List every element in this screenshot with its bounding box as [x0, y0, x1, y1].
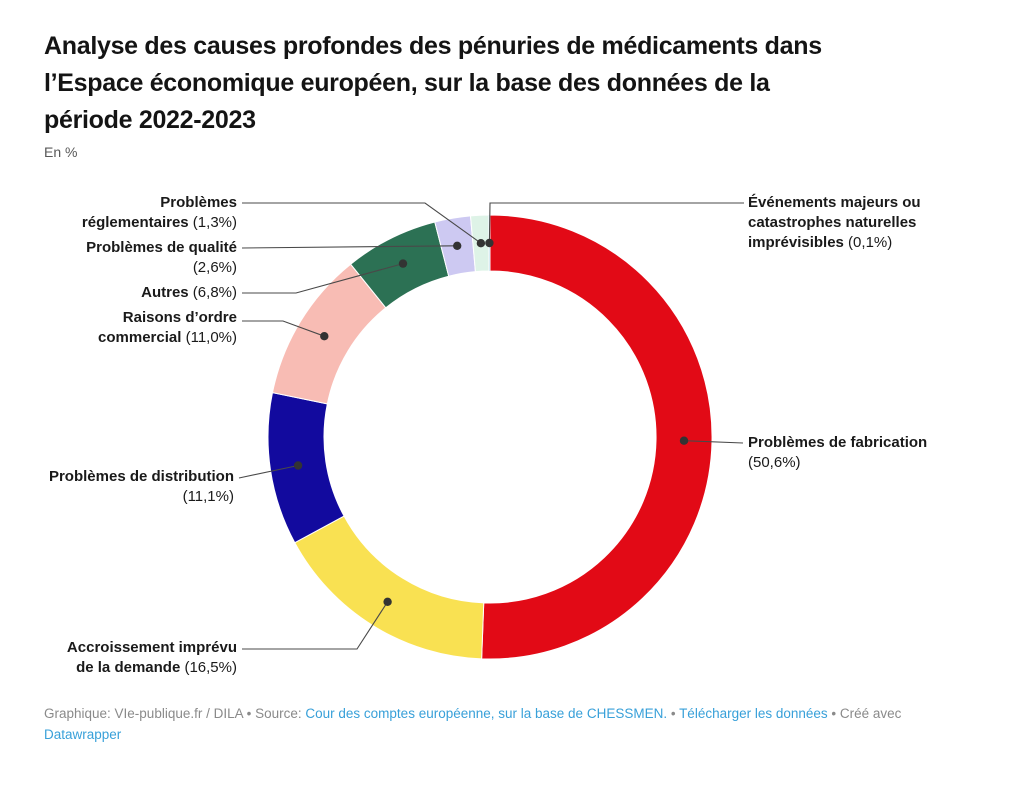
chart-title-line: période 2022-2023 — [44, 106, 256, 134]
leader-dot-commercial — [320, 332, 329, 341]
leader-dot-distribution — [293, 461, 303, 470]
leader-line-demande — [242, 601, 389, 650]
leader-line-fabrication — [683, 440, 744, 444]
download-data-link[interactable]: Télécharger les données — [679, 706, 828, 721]
leader-line-distribution — [238, 464, 299, 479]
datawrapper-link[interactable]: Datawrapper — [44, 727, 122, 742]
segment-label-fabrication: Problèmes de fabrication (50,6%) — [748, 434, 928, 471]
segment-label-autres: Autres (6,8%) — [141, 284, 237, 301]
segment-label-distribution: Problèmes de distribution (11,1%) — [48, 468, 234, 505]
leader-line-autres — [242, 263, 404, 294]
segment-label-demande: Accroissement imprévu de la demande (16,… — [66, 639, 237, 676]
donut-segment-distribution[interactable] — [267, 392, 345, 544]
donut-segment-demande[interactable] — [294, 515, 485, 660]
leader-line-commercial — [242, 320, 325, 337]
segment-label-evenements: Événements majeurs ou catastrophes natur… — [748, 194, 921, 251]
footer-separator: • — [827, 706, 840, 721]
source-link[interactable]: Cour des comptes européenne, sur la base… — [305, 706, 668, 721]
footer-separator: • — [667, 706, 680, 721]
footer-separator: • — [242, 706, 256, 721]
chart-title-line: l’Espace économique européen, sur la bas… — [44, 69, 770, 97]
chart-title-line: Analyse des causes profondes des pénurie… — [44, 32, 822, 60]
leader-dot-reglementaires — [476, 239, 486, 248]
leader-line-qualite — [241, 245, 458, 249]
leader-dot-autres — [398, 259, 408, 268]
leader-dot-qualite — [453, 241, 462, 250]
leader-line-evenements — [488, 202, 744, 244]
footer-created-text: Créé avec — [839, 706, 902, 721]
chart-title: Analyse des causes profondes des pénurie… — [44, 28, 822, 139]
leader-line-reglementaires — [242, 202, 482, 244]
donut-segment-fabrication[interactable] — [481, 214, 713, 660]
leader-dot-evenements — [485, 238, 494, 248]
segment-label-qualite: Problèmes de qualité (2,6%) — [86, 239, 237, 276]
segment-label-reglementaires: Problèmes réglementaires (1,3%) — [81, 194, 237, 231]
footer-attribution: Graphique: VIe-publique.fr / DILA • Sour… — [44, 703, 924, 745]
footer-source-label: Source: — [255, 706, 306, 721]
chart-subtitle: En % — [44, 144, 78, 160]
leader-dot-fabrication — [679, 436, 689, 445]
segment-label-commercial: Raisons d’ordre commercial (11,0%) — [98, 309, 237, 346]
leader-dot-demande — [383, 597, 392, 606]
footer-graphique-text: Graphique: VIe-publique.fr / DILA — [44, 706, 243, 721]
